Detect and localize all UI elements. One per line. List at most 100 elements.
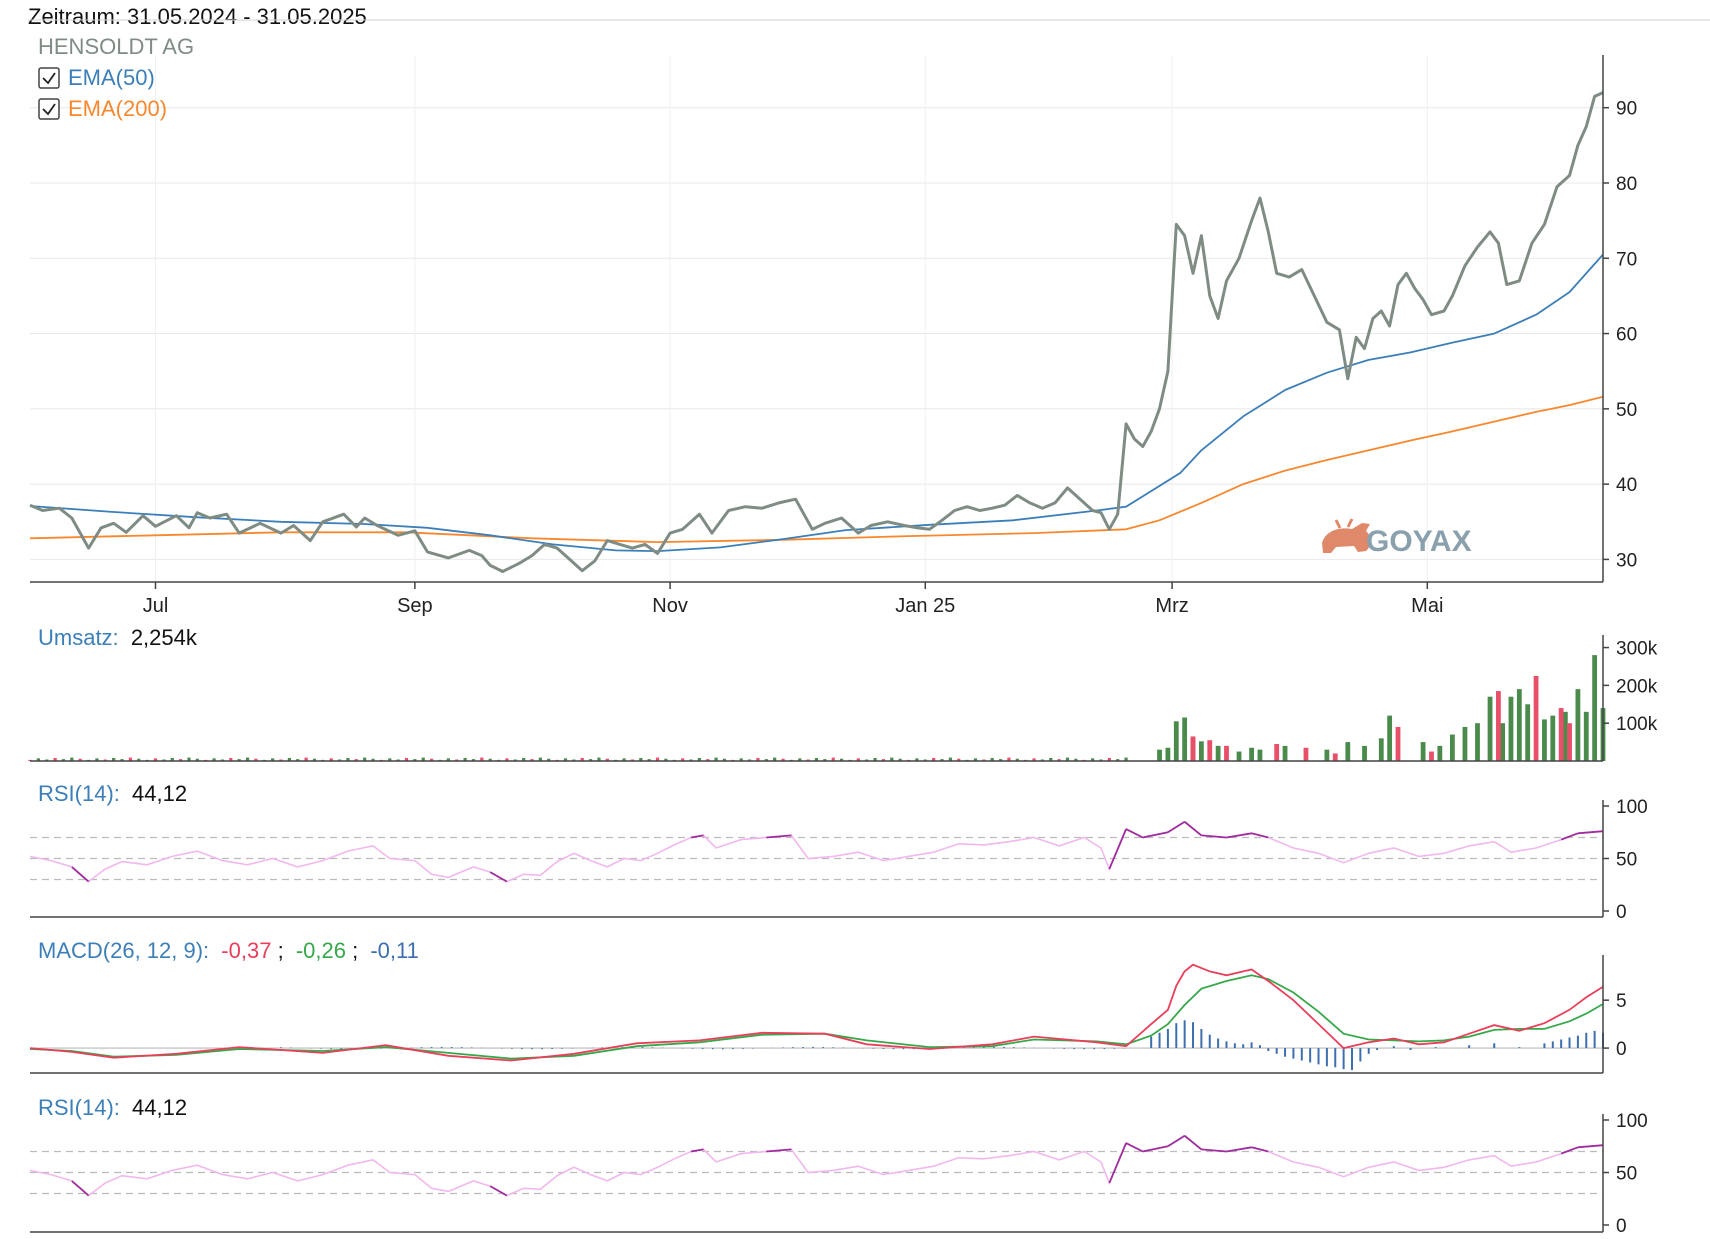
volume-bars bbox=[28, 655, 1606, 761]
rsi1-label-value: 44,12 bbox=[132, 781, 187, 806]
volume-bar bbox=[271, 758, 275, 761]
x-tick-label: Jul bbox=[143, 595, 169, 617]
volume-bar bbox=[915, 758, 919, 761]
rsi-extreme-segment bbox=[1108, 828, 1127, 870]
rsi1-label-name: RSI(14): bbox=[38, 781, 120, 806]
ema200-checkbox[interactable] bbox=[38, 98, 60, 120]
volume-bar bbox=[1592, 655, 1598, 761]
check-icon bbox=[42, 103, 56, 116]
volume-bar bbox=[95, 758, 99, 761]
volume-bar bbox=[421, 757, 425, 761]
volume-bar bbox=[689, 759, 693, 761]
rsi-panel-1: RSI(14): 44,12 0 50 100 bbox=[29, 781, 1648, 923]
y-tick-label: 100k bbox=[1616, 714, 1658, 735]
volume-bar bbox=[296, 759, 300, 761]
volume-bar bbox=[1224, 745, 1229, 761]
volume-bar bbox=[932, 757, 936, 761]
volume-bar bbox=[1542, 719, 1547, 761]
volume-bar bbox=[1449, 734, 1455, 761]
price-line bbox=[29, 91, 1604, 573]
volume-bar bbox=[455, 759, 459, 761]
ema50-line bbox=[29, 253, 1604, 552]
goyax-watermark: GOYAX bbox=[1322, 518, 1472, 558]
volume-bar bbox=[747, 759, 752, 761]
volume-bar bbox=[1420, 742, 1426, 761]
x-tick-label: Jan 25 bbox=[895, 595, 955, 617]
y-tick-label: 60 bbox=[1616, 325, 1637, 346]
volume-bar bbox=[120, 759, 124, 761]
rsi-extreme-segment bbox=[1142, 831, 1169, 839]
ema200-line bbox=[29, 395, 1604, 543]
volume-bar bbox=[580, 757, 584, 761]
volume-bar bbox=[923, 759, 927, 761]
ema50-checkbox[interactable] bbox=[38, 67, 60, 89]
volume-bar bbox=[1032, 758, 1036, 761]
volume-bar bbox=[973, 758, 978, 761]
rsi2-label: RSI(14): 44,12 bbox=[38, 1095, 187, 1120]
legend-ema50[interactable]: EMA(50) bbox=[38, 65, 155, 90]
legend-ema200[interactable]: EMA(200) bbox=[38, 96, 167, 121]
volume-bar bbox=[488, 758, 492, 761]
price-grid bbox=[30, 107, 1603, 560]
volume-bar bbox=[312, 758, 317, 761]
volume-bar bbox=[714, 757, 718, 761]
volume-bar bbox=[1124, 757, 1128, 761]
volume-bar bbox=[480, 757, 484, 761]
rsi-extreme-segment bbox=[1201, 834, 1227, 839]
rsi-extreme-segment bbox=[690, 834, 704, 839]
volume-bar bbox=[681, 758, 685, 761]
rsi-line bbox=[29, 820, 1604, 883]
rsi-extreme-segment bbox=[1184, 821, 1202, 837]
bull-logo-icon bbox=[1322, 518, 1371, 553]
volume-bar bbox=[1362, 745, 1367, 761]
volume-bar bbox=[304, 757, 308, 761]
volume-bar bbox=[706, 759, 710, 761]
rsi-extreme-segment bbox=[1577, 830, 1604, 835]
y-tick-label: 80 bbox=[1616, 174, 1637, 195]
volume-bar bbox=[898, 758, 902, 761]
volume-bar bbox=[1487, 696, 1493, 761]
volume-bar bbox=[1190, 736, 1196, 761]
x-tick-label: Sep bbox=[397, 595, 433, 617]
volume-bar bbox=[697, 757, 701, 761]
volume-bar bbox=[61, 759, 66, 761]
y-tick-label: 100 bbox=[1616, 797, 1648, 818]
volume-bar bbox=[137, 758, 141, 761]
volume-bar bbox=[404, 757, 409, 761]
volume-bar bbox=[1107, 757, 1111, 761]
rsi-extreme-segment bbox=[1251, 1146, 1269, 1153]
rsi-extreme-segment bbox=[1142, 1145, 1169, 1153]
volume-bar bbox=[162, 759, 166, 761]
macd-signal-line bbox=[29, 974, 1604, 1060]
price-y-ticks: 30 40 50 60 70 80 90 bbox=[1603, 99, 1637, 571]
volume-bar bbox=[505, 758, 509, 761]
macd-signal-value: -0,26 bbox=[296, 938, 346, 963]
volume-bar bbox=[1116, 759, 1120, 761]
volume-bar bbox=[881, 759, 886, 761]
volume-bar bbox=[153, 758, 158, 761]
volume-bar bbox=[722, 758, 727, 761]
volume-bar bbox=[1091, 758, 1095, 761]
volume-bar bbox=[471, 759, 476, 761]
volume-bar bbox=[655, 757, 660, 761]
rsi-extreme-segment bbox=[71, 1180, 90, 1197]
legend-ema200-label: EMA(200) bbox=[68, 96, 167, 121]
volume-bar bbox=[396, 759, 400, 761]
volume-bar bbox=[1040, 759, 1045, 761]
rsi1-lines bbox=[29, 820, 1604, 883]
rsi-extreme-segment bbox=[766, 834, 792, 839]
volume-bar bbox=[572, 759, 576, 761]
macd-hist-value: -0,11 bbox=[370, 938, 419, 963]
volume-bar bbox=[990, 757, 994, 761]
volume-bar bbox=[513, 759, 517, 761]
volume-bar bbox=[170, 757, 174, 761]
volume-bar bbox=[647, 759, 651, 761]
rsi-extreme-segment bbox=[1226, 832, 1252, 839]
volume-bar bbox=[413, 759, 417, 761]
volume-bar bbox=[957, 758, 961, 761]
volume-bar bbox=[1395, 726, 1401, 761]
volume-bar bbox=[1462, 726, 1468, 761]
rsi-extreme-segment bbox=[1577, 1144, 1604, 1149]
volume-bar bbox=[940, 759, 944, 761]
